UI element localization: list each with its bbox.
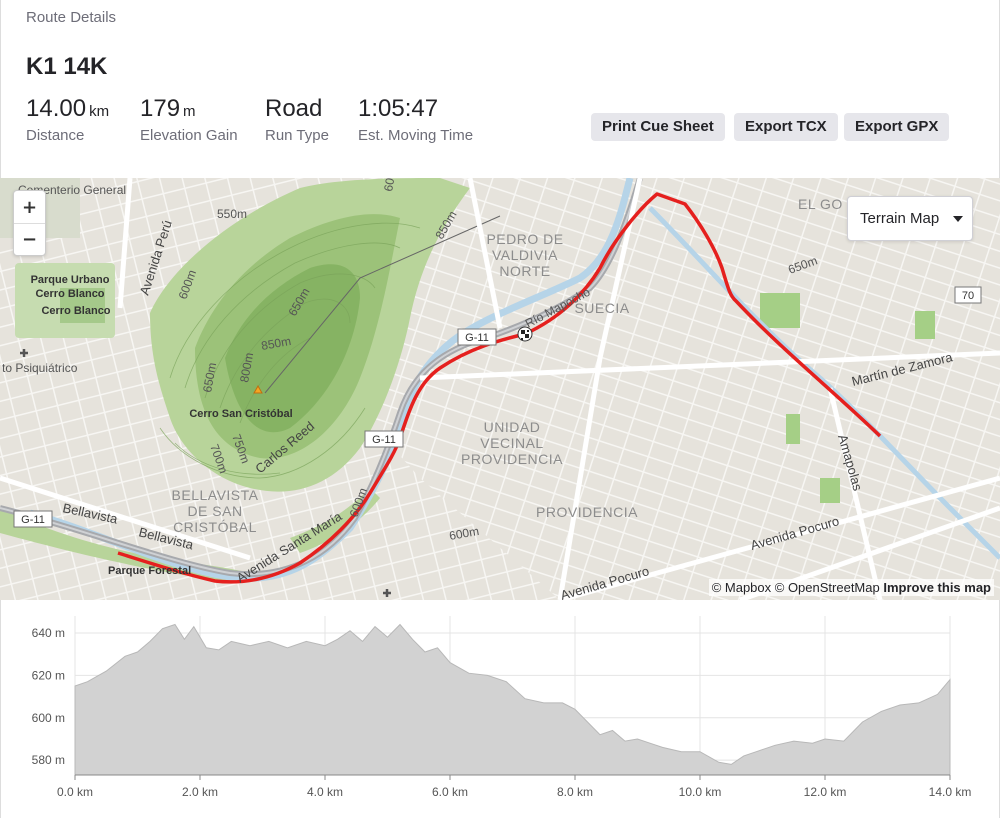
shield-70-text: 70 [962,290,974,302]
distance-value: 14.00 [26,95,87,122]
route-title: K1 14K [26,53,108,80]
y-tick-label: 580 m [32,753,65,767]
route-map[interactable]: G-11 G-11 G-11 70 Cementerio General Par… [0,178,1000,600]
shield-g11-1: G-11 [457,328,497,346]
label-pedro-2: VALDIVIA [492,247,558,263]
map-layer-label: Terrain Map [860,210,940,227]
shield-g11-2: G-11 [364,430,404,448]
contour-600d: 600m [448,524,480,543]
elevation-value: 179 [140,95,181,122]
y-tick-label: 600 m [32,711,65,725]
hospital-icon [20,349,28,357]
contour-550: 550m [217,207,247,221]
shield-g11-1-text: G-11 [465,332,489,344]
contour-800: 800m [237,352,256,384]
zoom-control: + − [13,190,46,256]
caret-down-icon [953,215,964,222]
contour-850a: 850m [260,334,292,353]
label-cerro-san-cristobal: Cerro San Cristóbal [189,408,292,420]
elevation-chart: 580 m 600 m 620 m 640 m 0.0 km 2.0 km 4.0 km 6.… [32,616,972,799]
export-tcx-button[interactable]: Export TCX [734,113,838,141]
run-type-label: Run Type [265,127,329,144]
map-canvas: G-11 G-11 G-11 70 Cementerio General Par… [0,178,1000,600]
label-el-golf: EL GO [798,196,843,212]
x-tick-label: 4.0 km [307,785,343,799]
x-tick-label: 2.0 km [182,785,218,799]
print-cue-sheet-button[interactable]: Print Cue Sheet [591,113,725,141]
elevation-unit: m [183,103,196,120]
elevation-label: Elevation Gain [140,127,238,144]
contour-650b: 650m [200,362,219,394]
zoom-in-button[interactable]: + [14,191,45,223]
shield-70: 70 [954,286,982,304]
distance-unit: km [89,103,110,120]
contour-600b: 600 [381,178,398,193]
shield-g11-3-text: G-11 [21,514,45,526]
moving-time-value: 1:05:47 [358,95,439,122]
elevation-profile: 580 m 600 m 620 m 640 m 0.0 km 2.0 km 4.0 km 6.… [0,600,1000,818]
label-unidad-3: PROVIDENCIA [461,451,563,467]
label-parque-forestal: Parque Forestal [108,565,191,577]
label-psiquiatrico: to Psiquiátrico [2,361,78,375]
route-header: Route Details K1 14K 14.00 km Distance 17… [0,0,1000,178]
finish-flag-icon [517,326,533,342]
stat-run-type: Road Run Type [265,95,329,144]
y-tick-label: 640 m [32,626,65,640]
map-layer-dropdown[interactable]: Terrain Map [847,196,973,241]
label-bellavista-2: DE SAN [187,503,242,519]
section-label: Route Details [26,9,117,26]
attribution-text: © Mapbox © OpenStreetMap [711,580,880,595]
hospital-icon-2 [383,589,391,597]
label-suecia: SUECIA [574,300,629,316]
stat-moving-time: 1:05:47 Est. Moving Time [358,95,473,144]
label-providencia: PROVIDENCIA [536,504,638,520]
label-pedro-1: PEDRO DE [486,231,563,247]
x-tick-label: 8.0 km [557,785,593,799]
zoom-out-button[interactable]: − [14,223,45,255]
shield-g11-2-text: G-11 [372,434,396,446]
x-tick-label: 10.0 km [679,785,722,799]
label-parque-urbano: Parque Urbano [31,274,110,286]
summit-icon [253,384,263,394]
x-tick-label: 6.0 km [432,785,468,799]
label-cerro-blanco-2: Cerro Blanco [41,305,110,317]
shield-g11-3: G-11 [13,510,53,528]
x-tick-label: 14.0 km [929,785,972,799]
elevation-area [74,623,951,776]
x-tick-label: 12.0 km [804,785,847,799]
map-attribution: © Mapbox © OpenStreetMap Improve this ma… [708,579,994,596]
label-unidad-1: UNIDAD [484,419,541,435]
stat-distance: 14.00 km Distance [26,95,109,144]
label-cerro-blanco-1: Cerro Blanco [35,288,104,300]
improve-map-link[interactable]: Improve this map [883,580,991,595]
run-type-value: Road [265,95,323,122]
label-bellavista-3: CRISTÓBAL [173,519,257,535]
label-bellavista-1: BELLAVISTA [172,487,259,503]
stat-elevation: 179 m Elevation Gain [140,95,238,144]
export-gpx-button[interactable]: Export GPX [844,113,950,141]
distance-label: Distance [26,127,85,144]
y-tick-label: 620 m [32,668,65,682]
label-unidad-2: VECINAL [480,435,543,451]
moving-time-label: Est. Moving Time [358,127,474,144]
x-tick-label: 0.0 km [57,785,93,799]
label-pedro-3: NORTE [499,263,550,279]
